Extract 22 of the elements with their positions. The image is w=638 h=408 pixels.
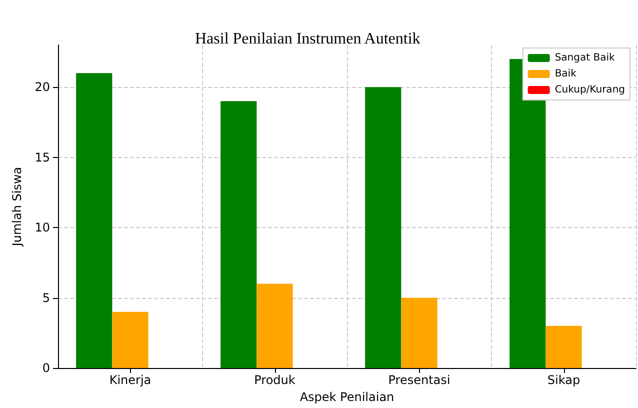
y-tick-label: 10: [34, 220, 50, 235]
y-tick-label: 0: [42, 361, 50, 375]
bar: [256, 284, 293, 368]
x-tick-label: Sikap: [547, 373, 580, 387]
legend-label: Baik: [554, 68, 577, 80]
y-tick-label: 15: [34, 150, 50, 164]
legend-label: Sangat Baik: [554, 52, 615, 64]
x-axis-title: Aspek Penilaian: [300, 390, 394, 404]
chart-title: Hasil Penilaian Instrumen Autentik: [195, 30, 420, 48]
bar: [546, 326, 582, 368]
bar: [401, 298, 438, 368]
bar: [112, 312, 148, 368]
bar: [76, 73, 112, 368]
y-tick-label: 20: [34, 80, 50, 94]
x-tick-label: Presentasi: [388, 373, 450, 387]
y-axis-title: Jumlah Siswa: [10, 166, 24, 248]
legend-label: Cukup/Kurang: [554, 84, 626, 96]
bar: [365, 87, 402, 368]
x-tick-label: Produk: [254, 373, 296, 387]
y-tick-label: 5: [42, 290, 50, 305]
bar: [220, 101, 257, 368]
x-tick-label: Kinerja: [109, 373, 152, 387]
